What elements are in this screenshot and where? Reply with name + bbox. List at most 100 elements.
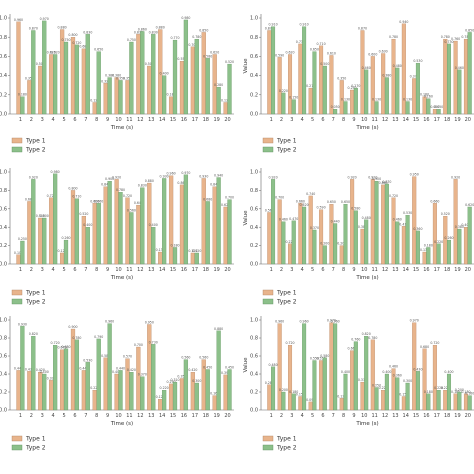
x-tick-label: 6 xyxy=(73,267,76,273)
bar-data-label: 0.630 xyxy=(379,50,388,54)
x-tick-label: 8 xyxy=(95,117,98,123)
legend-label: Type 1 xyxy=(25,436,46,443)
x-tick-label: 13 xyxy=(392,117,398,123)
bar-data-label: 0.310 xyxy=(170,378,179,382)
bar-data-label: 0.440 xyxy=(14,366,23,370)
bar-data-label: 0.960 xyxy=(300,320,309,324)
bar-data-label: 0.720 xyxy=(285,341,294,345)
y-tick-label: 1.0 xyxy=(250,318,258,324)
bar-data-label: 0.130 xyxy=(337,394,346,398)
x-tick-label: 14 xyxy=(403,413,409,419)
bar-type1 xyxy=(298,203,303,265)
bar-data-label: 0.650 xyxy=(94,48,103,52)
bar-data-label: 0.300 xyxy=(192,379,201,383)
bar-type1 xyxy=(298,396,303,411)
bar-data-label: 0.680 xyxy=(25,197,34,201)
bar-data-label: 0.180 xyxy=(18,93,27,97)
x-tick-label: 17 xyxy=(192,413,198,419)
bar-type1 xyxy=(432,345,437,411)
x-tick-label: 1 xyxy=(270,117,273,123)
bar-type2 xyxy=(96,51,101,115)
bar-type1 xyxy=(422,96,427,115)
bar-data-label: 0.460 xyxy=(389,365,398,369)
y-tick-label: 0.6 xyxy=(250,354,258,360)
bar-type1 xyxy=(27,80,32,115)
x-tick-label: 5 xyxy=(311,413,314,419)
y-tick-label: 0.0 xyxy=(0,408,7,414)
bar-data-label: 0.880 xyxy=(156,26,165,30)
bar-data-label: 0.940 xyxy=(399,20,408,24)
bar-data-label: 0.380 xyxy=(358,225,367,229)
bar-data-label: 0.260 xyxy=(444,236,453,240)
legend-swatch-type1 xyxy=(11,435,23,442)
bar-type1 xyxy=(350,350,355,411)
bar-type2 xyxy=(74,339,80,411)
bar-type1 xyxy=(267,384,272,411)
bar-type1 xyxy=(59,252,65,265)
bar-data-label: 0.870 xyxy=(382,180,391,184)
bar-data-label: 0.750 xyxy=(127,38,136,42)
bar-type1 xyxy=(453,179,458,265)
x-tick-label: 4 xyxy=(52,413,55,419)
bar-type2 xyxy=(395,377,400,411)
y-tick-label: 0.8 xyxy=(0,35,7,41)
bar-type1 xyxy=(190,372,195,411)
x-tick-label: 16 xyxy=(423,413,429,419)
bar-type1 xyxy=(16,254,21,265)
bar-type1 xyxy=(422,251,427,265)
bar-data-label: 0.410 xyxy=(399,222,408,226)
bar-data-label: 0.370 xyxy=(410,74,419,78)
bar-data-label: 0.930 xyxy=(199,174,208,178)
bar-data-label: 0.960 xyxy=(275,320,284,324)
legend-swatch-type1 xyxy=(11,137,23,144)
bar-type2 xyxy=(312,360,317,411)
chart-panel-3: 0.0 0.2 0.4 0.6 0.8 1.0 1 0.100 0.250 2 0.680 0.920… xyxy=(0,168,234,306)
bar-data-label: 0.350 xyxy=(116,76,125,80)
bar-type1 xyxy=(147,65,152,115)
bar-data-label: 0.780 xyxy=(192,35,201,39)
x-tick-label: 19 xyxy=(213,267,219,273)
bar-data-label: 0.130 xyxy=(156,248,165,252)
bar-data-label: 0.520 xyxy=(225,60,234,64)
bar-type2 xyxy=(118,192,123,265)
x-tick-label: 13 xyxy=(392,413,398,419)
bar-type1 xyxy=(391,197,396,265)
x-tick-label: 7 xyxy=(332,267,335,273)
bar-data-label: 0.500 xyxy=(145,62,154,66)
x-tick-label: 16 xyxy=(181,117,187,123)
bar-data-label: 0.420 xyxy=(188,368,197,372)
x-tick-label: 6 xyxy=(321,267,324,273)
x-tick-label: 5 xyxy=(62,267,65,273)
legend-label: Type 2 xyxy=(276,299,297,306)
y-tick-label: 0.6 xyxy=(250,206,258,212)
bar-data-label: 0.220 xyxy=(90,386,99,390)
bar-type2 xyxy=(322,357,327,411)
x-tick-label: 2 xyxy=(280,413,283,419)
bar-type1 xyxy=(49,380,54,411)
bar-type1 xyxy=(370,179,375,265)
bar-data-label: 0.050 xyxy=(434,105,443,109)
bar-data-label: 0.850 xyxy=(465,28,474,32)
x-tick-label: 5 xyxy=(311,267,314,273)
x-tick-label: 12 xyxy=(137,117,143,123)
bar-type2 xyxy=(20,326,25,411)
bar-data-label: 0.180 xyxy=(170,243,179,247)
legend-swatch-type2 xyxy=(262,298,274,305)
x-tick-label: 10 xyxy=(115,267,121,273)
bar-data-label: 0.580 xyxy=(351,207,360,211)
bar-type1 xyxy=(401,23,406,115)
bar-data-label: 0.730 xyxy=(149,340,158,344)
bar-data-label: 0.870 xyxy=(29,26,38,30)
y-axis-label: Value xyxy=(243,357,249,373)
bar-type1 xyxy=(391,38,396,115)
bar-data-label: 0.960 xyxy=(105,320,114,324)
bar-data-label: 0.660 xyxy=(296,199,305,203)
bar-data-label: 0.470 xyxy=(289,217,298,221)
bar-type2 xyxy=(31,179,36,265)
x-tick-label: 17 xyxy=(434,267,440,273)
bar-data-label: 0.720 xyxy=(51,341,60,345)
x-tick-label: 2 xyxy=(30,117,33,123)
bar-data-label: 0.180 xyxy=(461,390,470,394)
bar-data-label: 0.680 xyxy=(61,345,70,349)
bar-type1 xyxy=(329,322,334,411)
